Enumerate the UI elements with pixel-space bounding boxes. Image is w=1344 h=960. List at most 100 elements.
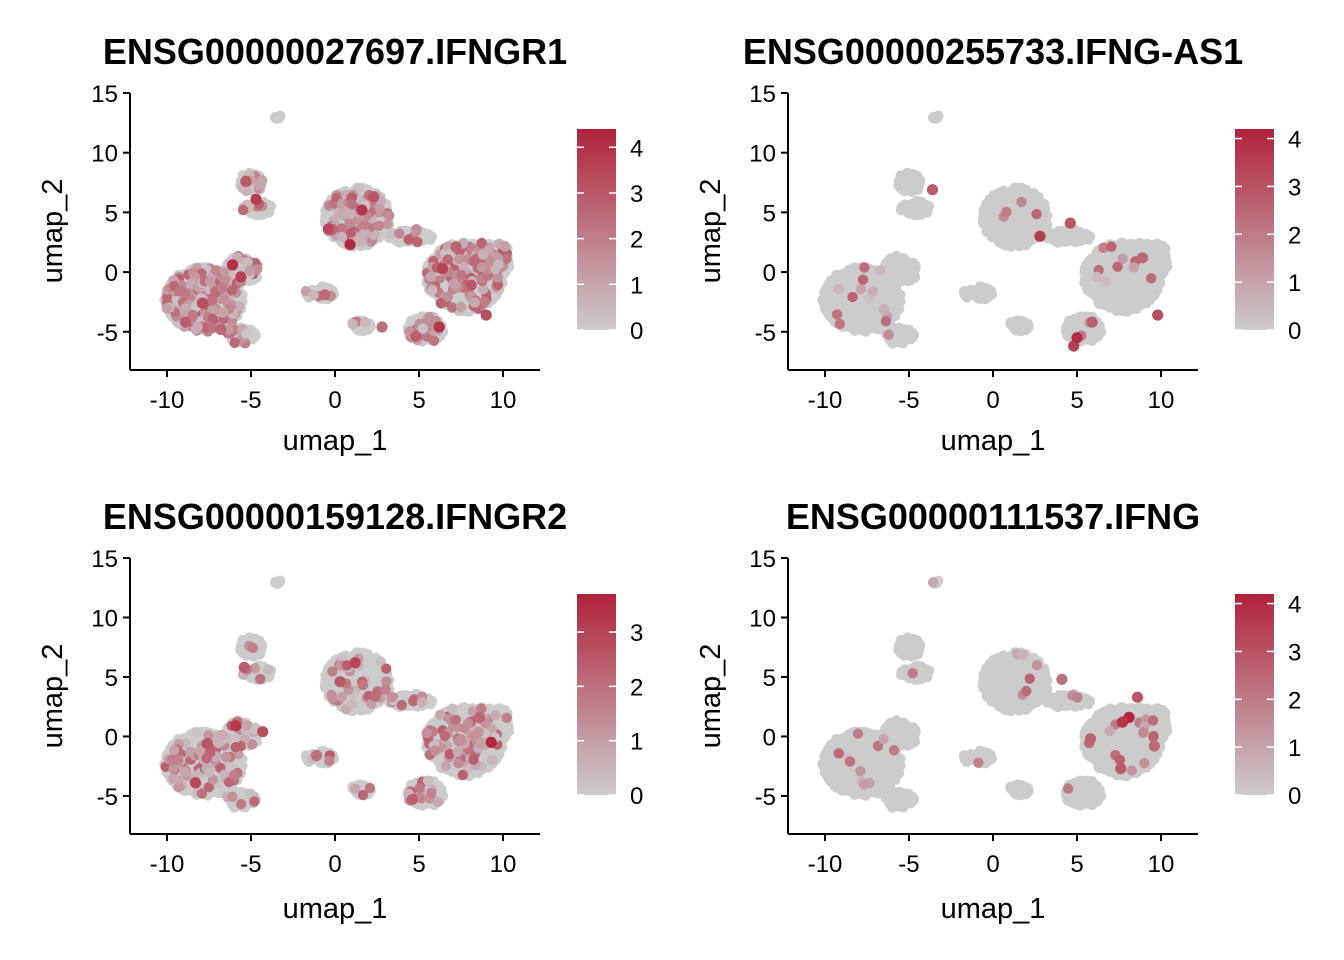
cell-point: [865, 322, 876, 334]
cell-point: [905, 271, 917, 283]
cell-point: [845, 309, 856, 321]
expressing-cell-point: [217, 307, 229, 318]
expressing-cell-point: [204, 276, 216, 288]
y-tick-label: -5: [97, 320, 118, 347]
expressing-cell-point: [357, 221, 368, 232]
panel-ifngr1: ENSG00000027697.IFNGR1 -10 -5 0 5 10-5051015…: [37, 31, 643, 457]
expressing-cell-point: [501, 253, 512, 264]
expressing-cell-point: [237, 204, 249, 216]
high-expression-point: [235, 271, 247, 283]
high-expression-point: [319, 289, 331, 301]
expressing-cell-point: [442, 254, 454, 265]
scatter-points-layer: [159, 110, 515, 349]
cell-point: [897, 253, 908, 264]
panel-title: ENSG00000255733.IFNG-AS1: [743, 31, 1243, 72]
high-expression-point: [240, 175, 252, 187]
expressing-cell-point: [478, 283, 489, 295]
high-expression-point: [480, 309, 492, 321]
expressing-cell-point: [229, 337, 240, 348]
expressing-cell-point: [411, 225, 422, 236]
expressing-cell-point: [382, 218, 393, 230]
expressing-cell-point: [443, 241, 454, 252]
y-tick-label: 10: [91, 141, 118, 168]
high-expression-point: [376, 321, 388, 333]
high-expression-point: [179, 316, 192, 328]
expressing-cell-point: [476, 237, 487, 249]
high-expression-point: [356, 204, 368, 216]
colorbar-tick-label: 2: [630, 227, 643, 254]
expressing-cell-point: [336, 231, 348, 243]
expressing-cell-point: [358, 229, 369, 240]
x-axis-label: umap_1: [283, 425, 388, 457]
expressing-cell-point: [344, 218, 355, 229]
color-legend: 0 1 2 3 4: [577, 129, 643, 345]
expressing-cell-point: [345, 227, 357, 238]
cell-point: [819, 303, 831, 314]
cell-point: [857, 314, 868, 325]
expressing-cell-point: [343, 206, 354, 218]
y-axis-label: umap_2: [37, 179, 69, 284]
cell-point: [895, 204, 907, 216]
expressing-cell-point: [216, 283, 228, 294]
expressing-cell-point: [219, 266, 230, 277]
expressing-cell-point: [385, 229, 396, 240]
expressing-cell-point: [347, 319, 358, 330]
cell-point: [888, 277, 899, 289]
high-expression-point: [465, 279, 477, 291]
expressing-cell-point: [456, 270, 467, 281]
colorbar-tick-label: 3: [630, 181, 643, 208]
expressing-cell-point: [234, 301, 245, 312]
expressing-cell-point: [493, 259, 504, 270]
expressing-cell-point: [470, 254, 481, 265]
expressing-cell-point: [211, 265, 222, 276]
expressing-cell-point: [424, 311, 435, 323]
expressing-cell-point: [477, 249, 489, 260]
high-expression-point: [368, 191, 380, 203]
expressing-cell-point: [442, 291, 453, 302]
expressing-cell-point: [346, 199, 358, 210]
expressing-cell-point: [244, 265, 256, 276]
colorbar-tick-label: 4: [630, 135, 643, 162]
y-tick-label: 0: [105, 260, 118, 287]
high-expression-point: [250, 193, 262, 205]
cell-point: [425, 230, 437, 242]
y-tick-label: 15: [91, 81, 118, 108]
high-expression-point: [226, 259, 239, 271]
expressing-cell-point: [187, 309, 198, 321]
expressing-cell-point: [500, 241, 511, 252]
colorbar-tick-label: 0: [630, 318, 643, 345]
expressing-cell-point: [192, 321, 203, 333]
cell-point: [456, 290, 468, 301]
high-expression-point: [215, 323, 227, 335]
x-tick-label: 10: [490, 387, 517, 414]
high-expression-point: [436, 262, 449, 275]
expressing-cell-point: [455, 301, 467, 313]
y-tick-label: 5: [105, 200, 118, 227]
cell-point: [910, 204, 921, 215]
high-expression-point: [433, 321, 445, 333]
x-tick-label: 5: [412, 387, 425, 414]
expressing-cell-point: [207, 295, 218, 306]
expressing-cell-point: [469, 297, 481, 308]
high-expression-point: [196, 297, 208, 309]
expressing-cell-point: [492, 272, 503, 283]
high-expression-point: [322, 223, 334, 235]
cell-point: [832, 294, 843, 305]
expressing-cell-point: [484, 256, 495, 267]
expressing-cell-point: [254, 180, 265, 191]
x-tick-label: -5: [240, 387, 261, 414]
expressing-cell-point: [427, 285, 438, 296]
expressing-cell-point: [355, 237, 367, 248]
expressing-cell-point: [394, 228, 405, 239]
expressing-cell-point: [354, 183, 365, 194]
cell-point: [930, 111, 941, 123]
cell-point: [898, 328, 910, 339]
expressing-cell-point: [240, 328, 252, 339]
expressing-cell-point: [417, 323, 429, 334]
colorbar-tick-label: 1: [630, 272, 643, 299]
expressing-cell-point: [435, 298, 447, 309]
cell-point: [884, 254, 896, 265]
cell-point: [905, 177, 916, 189]
expressing-cell-point: [207, 322, 218, 334]
